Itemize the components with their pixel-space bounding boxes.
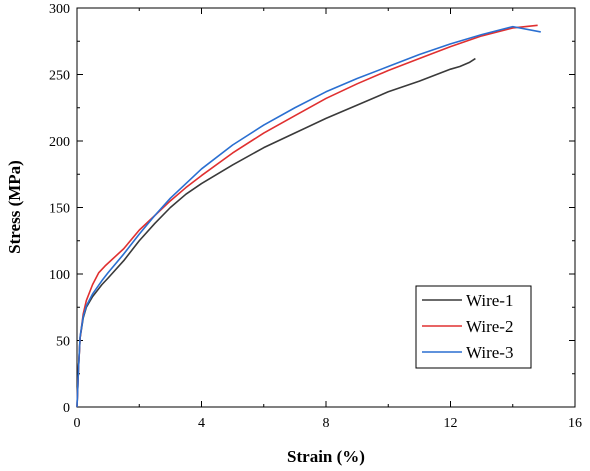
x-tick-label: 8: [323, 416, 330, 431]
x-tick-label: 16: [568, 416, 582, 431]
legend-label: Wire-1: [466, 291, 513, 310]
y-tick-label: 100: [49, 268, 70, 283]
axes: 0 4 8 12 16 0 50 100 150 200 250 300: [49, 2, 582, 431]
y-tick-label: 50: [56, 335, 70, 350]
series-line-wire-2: [76, 24, 538, 408]
y-axis-title: Stress (MPa): [5, 160, 24, 254]
series-line-wire-3: [76, 25, 541, 408]
y-tick-label: 200: [49, 135, 70, 150]
x-tick-label: 0: [74, 416, 81, 431]
y-tick-label: 300: [49, 2, 70, 17]
y-tick-label: 0: [63, 401, 70, 416]
x-tick-label: 12: [444, 416, 458, 431]
legend-label: Wire-3: [466, 343, 513, 362]
x-tick-label: 4: [198, 416, 205, 431]
legend: Wire-1 Wire-2 Wire-3: [415, 285, 532, 369]
y-tick-label: 150: [49, 202, 70, 217]
y-tick-label: 250: [49, 69, 70, 84]
legend-label: Wire-2: [466, 317, 513, 336]
series-layer: [76, 24, 541, 408]
x-axis-title: Strain (%): [287, 447, 365, 466]
